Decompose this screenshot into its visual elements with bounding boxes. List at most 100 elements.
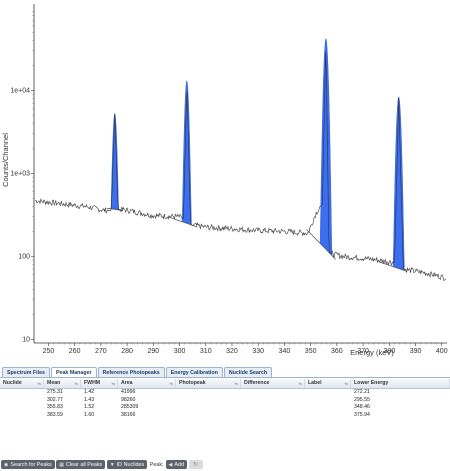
- remove-icon: ↻: [192, 462, 199, 468]
- peak-fill[interactable]: [378, 96, 407, 272]
- column-header-nuclide[interactable]: Nuclide ≒: [0, 379, 44, 388]
- column-label: Difference: [244, 380, 270, 386]
- tab-nuclide-search[interactable]: Nuclide Search: [223, 367, 273, 377]
- table-cell: [0, 389, 44, 397]
- table-cell: [305, 404, 351, 412]
- table-cell: [305, 397, 351, 405]
- peak-label: Peak:: [149, 461, 164, 468]
- sort-icon[interactable]: ≒: [169, 381, 173, 386]
- y-tick-label: 100: [18, 254, 30, 261]
- id-nuclides-button[interactable]: ▼ ID Nuclides: [106, 460, 148, 469]
- x-tick-label: 290: [147, 348, 159, 355]
- column-label: Photopeak: [179, 380, 206, 386]
- table-cell: 98260: [121, 396, 136, 403]
- table-cell: 275.31: [47, 389, 63, 395]
- x-tick-label: 350: [305, 348, 317, 355]
- column-header-area[interactable]: Area ≒: [118, 379, 176, 388]
- peak-fill[interactable]: [167, 80, 198, 228]
- remove-peak-button[interactable]: ↻: [188, 460, 203, 469]
- table-cell: 383.59: [47, 411, 63, 418]
- tab-energy-calibration[interactable]: Energy Calibration: [165, 367, 223, 377]
- column-header-lower-energy[interactable]: Lower Energy: [351, 379, 450, 388]
- table-cell: [0, 404, 44, 412]
- table-row[interactable]: 383.59 1.60 38166 375.94: [0, 412, 450, 420]
- id-nuclides-label: ID Nuclides: [116, 461, 145, 468]
- x-tick-label: 280: [121, 348, 133, 355]
- table-cell: [176, 404, 241, 412]
- clear-peaks-button[interactable]: ▦ Clear all Peaks: [56, 460, 106, 469]
- search-peaks-button[interactable]: ◉ Search for Peaks: [1, 460, 55, 469]
- table-cell: 285309: [121, 404, 139, 411]
- table-cell: [176, 412, 241, 420]
- x-tick-label: 300: [174, 348, 186, 355]
- column-label: Lower Energy: [354, 380, 389, 386]
- table-row[interactable]: 355.83 1.52 285309 348.46: [0, 404, 450, 412]
- column-header-fwhm[interactable]: FWHM ≒: [81, 379, 118, 388]
- table-cell: [305, 389, 351, 397]
- column-header-photopeak[interactable]: Photopeak ≒: [176, 379, 241, 388]
- sort-icon[interactable]: ≒: [111, 381, 115, 386]
- column-label: Area: [121, 380, 133, 386]
- table-row[interactable]: 302.77 1.43 98260 295.55: [0, 397, 450, 405]
- add-icon: ◀: [168, 461, 173, 468]
- column-header-mean[interactable]: Mean ≒: [44, 379, 81, 388]
- tab-reference-photopeaks[interactable]: Reference Photopeaks: [97, 367, 165, 377]
- y-tick-label: 1e+03: [10, 171, 30, 178]
- sort-icon[interactable]: ≒: [344, 381, 348, 386]
- table-cell: 355.83: [47, 404, 63, 411]
- search-icon: ◉: [4, 461, 9, 468]
- clear-peaks-label: Clear all Peaks: [65, 461, 103, 468]
- x-tick-label: 340: [279, 348, 291, 355]
- table-cell: [241, 404, 305, 412]
- spectrum-line: [35, 51, 447, 281]
- column-header-label[interactable]: Label ≒: [305, 379, 351, 388]
- sort-icon[interactable]: ≒: [37, 381, 41, 386]
- peak-continuum: [378, 261, 407, 272]
- table-cell: 375.94: [354, 411, 370, 418]
- peak-fill[interactable]: [106, 113, 123, 211]
- table-cell: 1.43: [84, 396, 95, 403]
- x-tick-label: 310: [200, 348, 212, 355]
- x-tick-label: 390: [410, 348, 422, 355]
- y-tick-label: 1e+04: [10, 88, 30, 95]
- tab-spectrum-files[interactable]: Spectrum Files: [2, 367, 50, 377]
- table-cell: [176, 389, 241, 397]
- x-tick-label: 360: [331, 348, 343, 355]
- y-tick-label: 10: [22, 337, 30, 344]
- x-tick-label: 260: [69, 348, 81, 355]
- column-header-difference[interactable]: Difference ≒: [241, 379, 305, 388]
- column-label: Mean: [47, 380, 61, 386]
- table-cell: 41996: [121, 389, 136, 395]
- table-header: Nuclide ≒ Mean ≒ FWHM ≒ Area ≒ Photopeak ≒ Di…: [0, 379, 450, 389]
- peak-toolbar: ◉ Search for Peaks ▦ Clear all Peaks ▼ I…: [0, 458, 450, 471]
- table-cell: [241, 397, 305, 405]
- table-cell: 348.46: [354, 404, 370, 411]
- spectrum-chart[interactable]: 250 260 270 280 290 300 310 320 330 340 350 360 370 3…: [0, 0, 450, 364]
- x-tick-label: 250: [43, 348, 55, 355]
- column-label: Label: [308, 380, 322, 386]
- search-peaks-label: Search for Peaks: [10, 461, 52, 468]
- tab-peak-manager[interactable]: Peak Manager: [50, 367, 97, 377]
- table-row[interactable]: 275.31 1.42 41996 272.21: [0, 389, 450, 397]
- x-tick-label: 400: [436, 348, 448, 355]
- table-cell: [176, 397, 241, 405]
- column-label: Nuclide: [3, 380, 22, 386]
- x-tick-label: 270: [95, 348, 107, 355]
- column-label: FWHM: [84, 380, 101, 386]
- x-axis-title: Energy (keV): [350, 348, 394, 357]
- peak-continuum: [306, 229, 336, 260]
- sort-icon[interactable]: ≒: [74, 381, 78, 386]
- x-tick-label: 320: [226, 348, 238, 355]
- table-cell: 1.42: [84, 389, 95, 395]
- peak-fill[interactable]: [306, 38, 336, 260]
- table-cell: 38166: [121, 411, 136, 418]
- table-cell: [0, 397, 44, 405]
- sort-icon[interactable]: ≒: [298, 381, 302, 386]
- add-peak-button[interactable]: ◀ Add: [165, 460, 187, 469]
- table-cell: 1.52: [84, 404, 95, 411]
- peak-continuum: [106, 207, 123, 211]
- sort-icon[interactable]: ≒: [234, 381, 238, 386]
- clear-icon: ▦: [59, 461, 64, 468]
- table-cell: [305, 412, 351, 420]
- table-body: 275.31 1.42 41996 272.21 302.77 1.43 98260 295.…: [0, 389, 450, 419]
